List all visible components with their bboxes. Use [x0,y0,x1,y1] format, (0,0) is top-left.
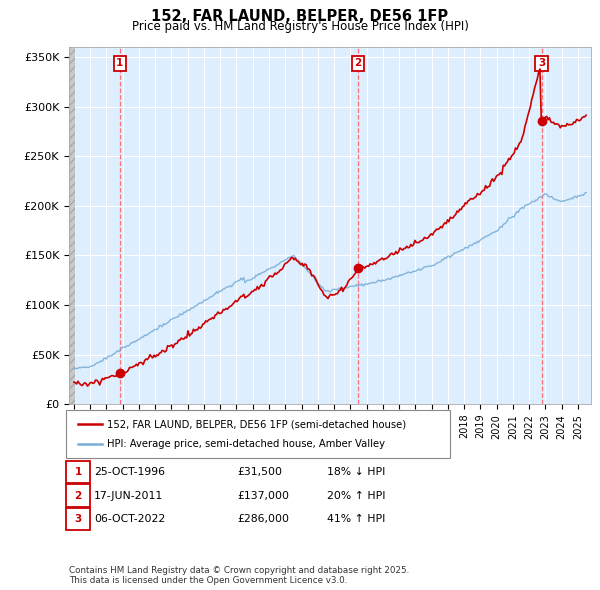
Text: 3: 3 [74,514,82,524]
Text: HPI: Average price, semi-detached house, Amber Valley: HPI: Average price, semi-detached house,… [107,439,385,449]
Text: 17-JUN-2011: 17-JUN-2011 [94,491,163,500]
Text: 18% ↓ HPI: 18% ↓ HPI [327,467,385,477]
Text: 06-OCT-2022: 06-OCT-2022 [94,514,166,524]
Text: 1: 1 [74,467,82,477]
Text: 3: 3 [538,58,545,68]
Text: 2: 2 [354,58,361,68]
Text: 1: 1 [116,58,124,68]
Text: £137,000: £137,000 [237,491,289,500]
Text: 41% ↑ HPI: 41% ↑ HPI [327,514,385,524]
Bar [69,47,75,404]
Text: Price paid vs. HM Land Registry's House Price Index (HPI): Price paid vs. HM Land Registry's House … [131,20,469,33]
Text: 2: 2 [74,491,82,500]
Text: 25-OCT-1996: 25-OCT-1996 [94,467,165,477]
Text: 152, FAR LAUND, BELPER, DE56 1FP (semi-detached house): 152, FAR LAUND, BELPER, DE56 1FP (semi-d… [107,419,406,430]
Text: £286,000: £286,000 [237,514,289,524]
Text: 152, FAR LAUND, BELPER, DE56 1FP: 152, FAR LAUND, BELPER, DE56 1FP [151,9,449,24]
Text: £31,500: £31,500 [237,467,282,477]
Text: 20% ↑ HPI: 20% ↑ HPI [327,491,386,500]
Text: Contains HM Land Registry data © Crown copyright and database right 2025.
This d: Contains HM Land Registry data © Crown c… [69,566,409,585]
